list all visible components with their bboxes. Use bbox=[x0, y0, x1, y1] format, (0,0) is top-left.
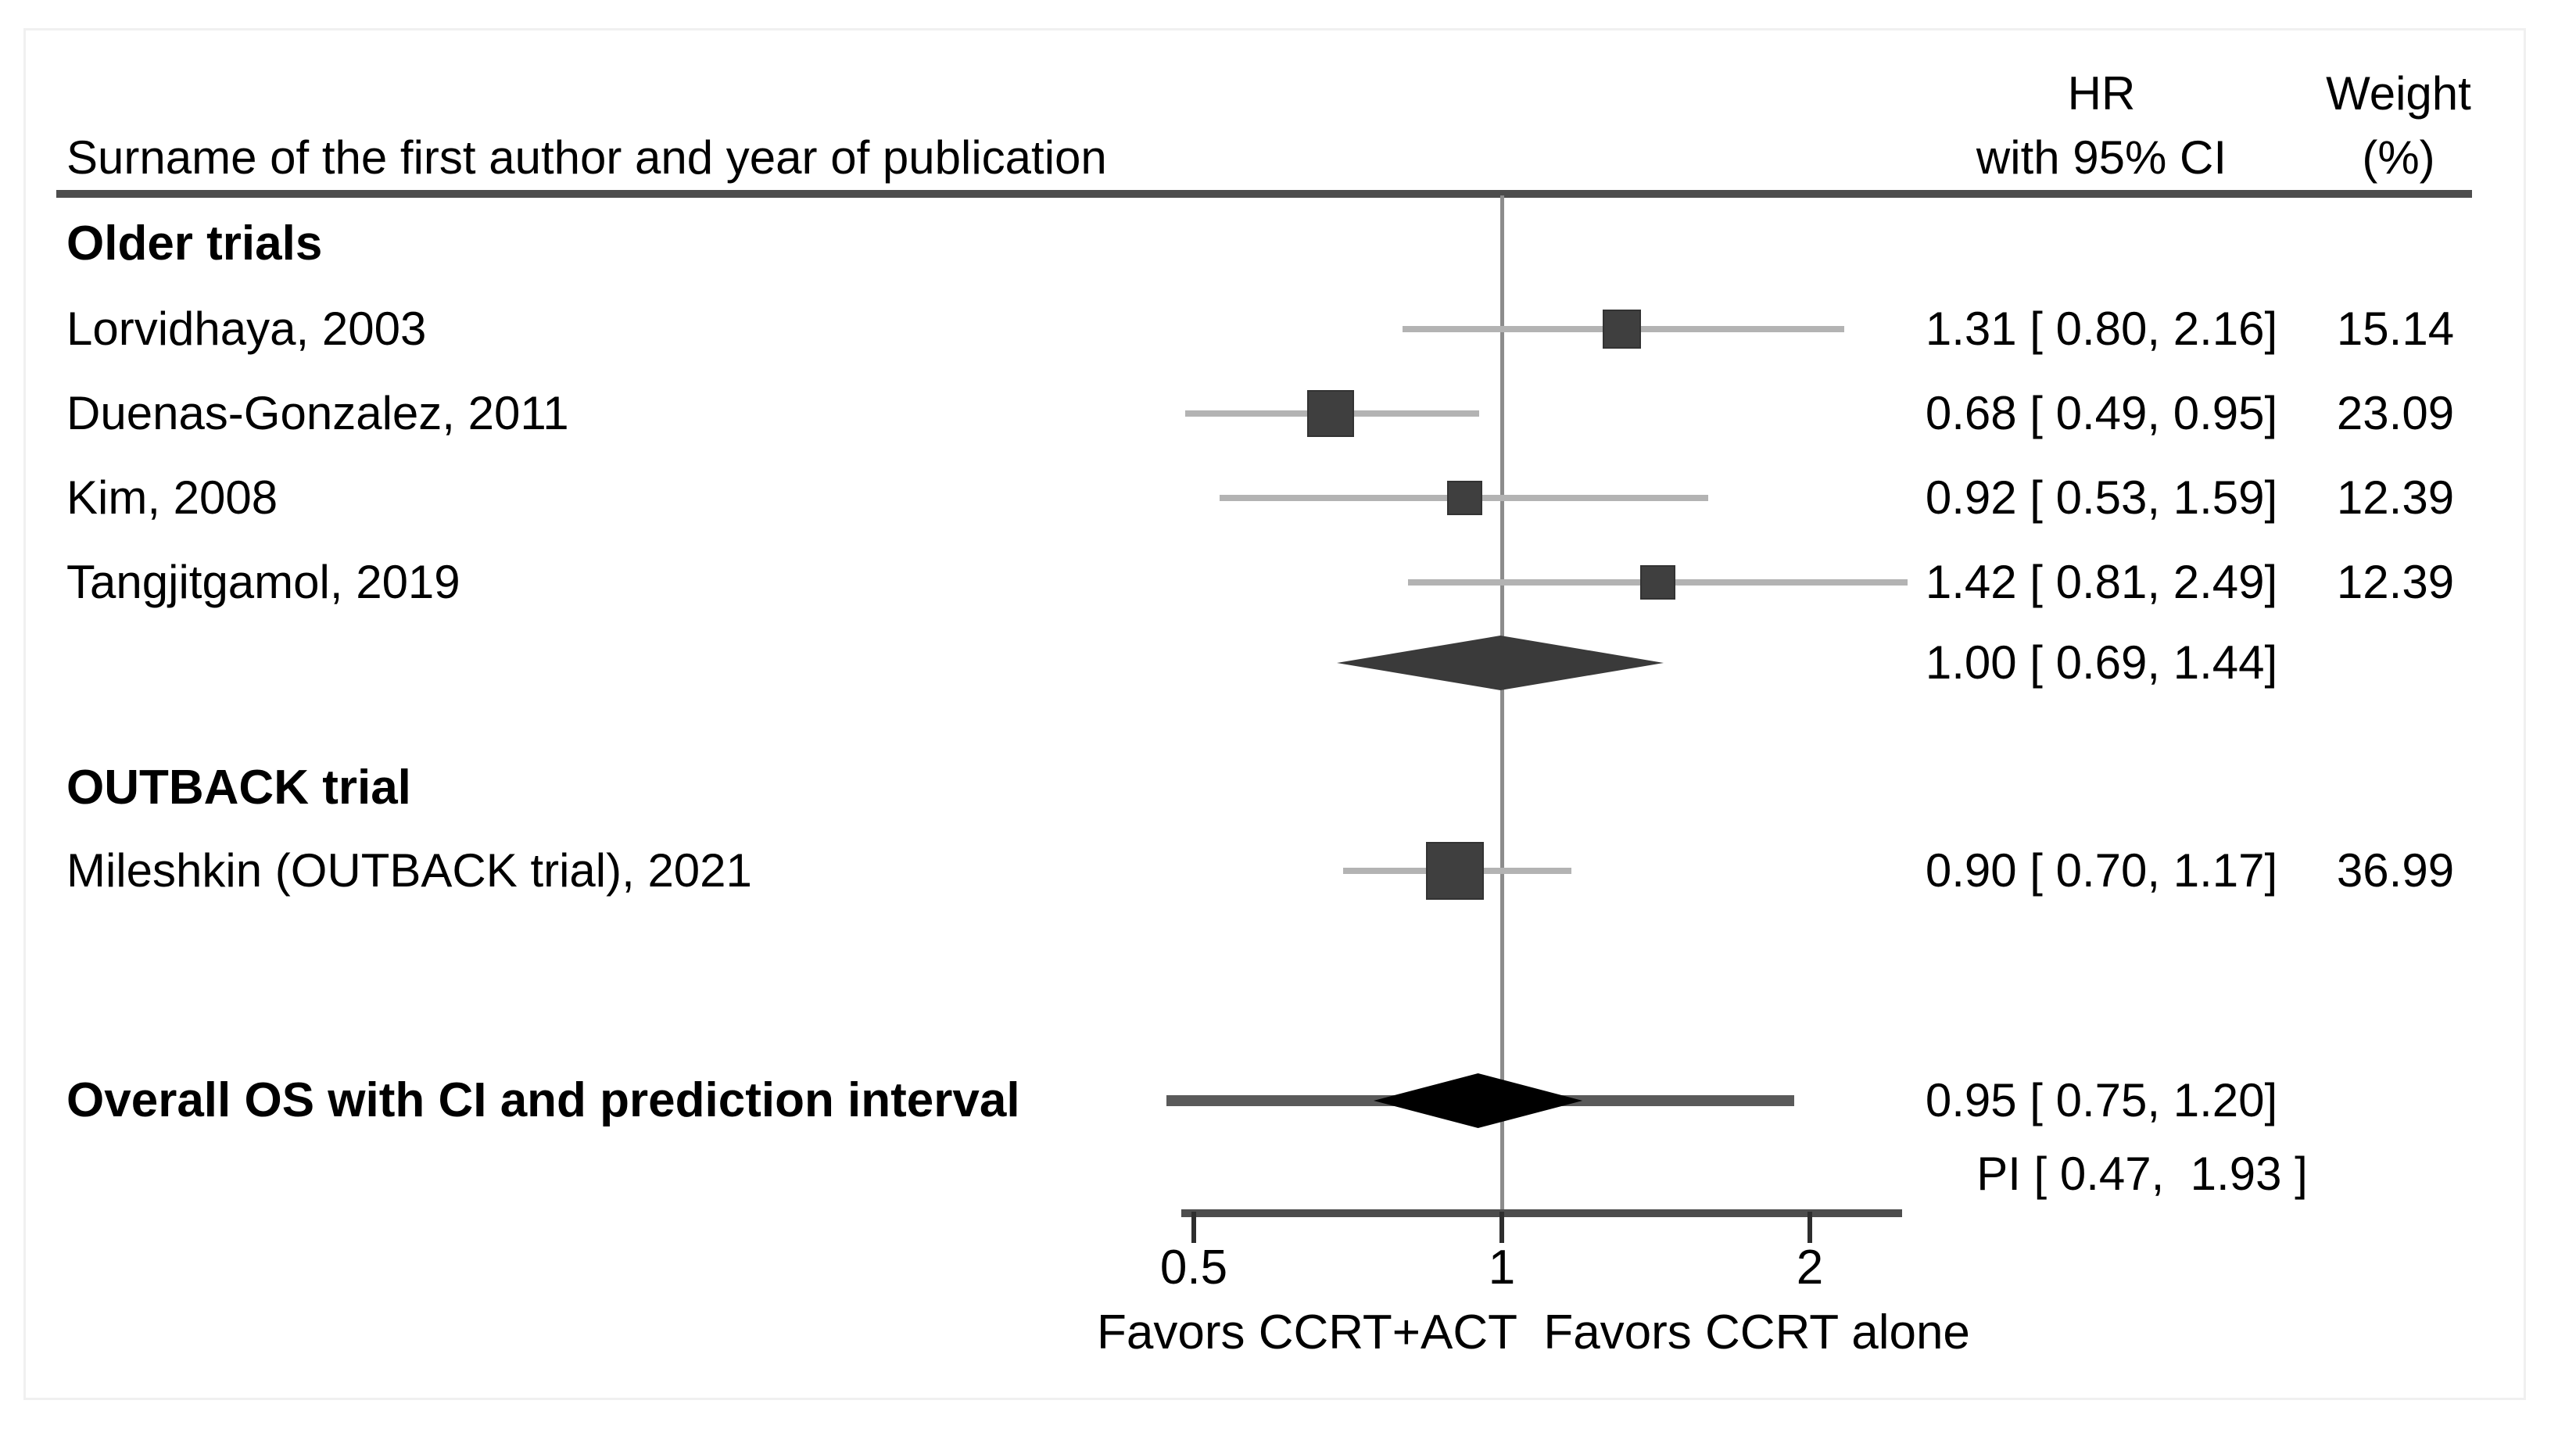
column-header-weight-line2: (%) bbox=[2362, 131, 2435, 184]
study-label: Duenas-Gonzalez, 2011 bbox=[66, 387, 569, 439]
x-axis-line bbox=[1181, 1209, 1902, 1217]
header-rule bbox=[56, 190, 2472, 198]
section-label: OUTBACK trial bbox=[66, 761, 411, 815]
weight-value: 12.39 bbox=[2336, 471, 2455, 524]
weight-value: 36.99 bbox=[2336, 844, 2455, 897]
favors-right-label: Favors CCRT alone bbox=[1543, 1305, 1970, 1359]
summary-label: Overall OS with CI and prediction interv… bbox=[66, 1073, 1020, 1127]
x-axis-tick bbox=[1807, 1212, 1812, 1243]
x-axis-tick bbox=[1499, 1212, 1504, 1243]
x-axis-tick-label: 0.5 bbox=[1159, 1241, 1228, 1295]
weight-value: 12.39 bbox=[2336, 556, 2455, 608]
hr-ci-value: 1.42 [ 0.81, 2.49] bbox=[1925, 556, 2278, 608]
x-axis-tick-label: 1 bbox=[1488, 1241, 1516, 1295]
favors-left-label: Favors CCRT+ACT bbox=[1096, 1305, 1517, 1359]
hr-marker-square bbox=[1641, 566, 1674, 599]
hr-marker-square bbox=[1449, 482, 1481, 514]
reference-line bbox=[1499, 195, 1504, 1213]
column-header-hr-line1: HR bbox=[2067, 67, 2136, 120]
hr-ci-value: 1.00 [ 0.69, 1.44] bbox=[1925, 636, 2278, 689]
study-label: Kim, 2008 bbox=[66, 471, 278, 524]
x-axis-tick bbox=[1191, 1212, 1196, 1243]
column-header-study: Surname of the first author and year of … bbox=[66, 131, 1107, 184]
pi-value: PI [ 0.47, 1.93 ] bbox=[1976, 1148, 2308, 1200]
overall-diamond bbox=[1374, 1073, 1583, 1128]
column-header-hr-line2: with 95% CI bbox=[1976, 131, 2227, 184]
column-header-weight-line1: Weight bbox=[2326, 67, 2471, 120]
hr-marker-square bbox=[1603, 311, 1640, 347]
study-label: Lorvidhaya, 2003 bbox=[66, 303, 427, 355]
weight-value: 15.14 bbox=[2336, 303, 2455, 355]
favors-gap bbox=[1517, 1305, 1543, 1359]
weight-value: 23.09 bbox=[2336, 387, 2455, 439]
x-axis-direction-label: Favors CCRT+ACT Favors CCRT alone bbox=[1043, 1260, 1970, 1406]
hr-ci-value: 1.31 [ 0.80, 2.16] bbox=[1925, 303, 2278, 355]
study-label: Tangjitgamol, 2019 bbox=[66, 556, 460, 608]
hr-ci-value: 0.68 [ 0.49, 0.95] bbox=[1925, 387, 2278, 439]
hr-ci-value: 0.90 [ 0.70, 1.17] bbox=[1925, 844, 2278, 897]
study-label: Mileshkin (OUTBACK trial), 2021 bbox=[66, 844, 752, 897]
hr-marker-square bbox=[1427, 843, 1483, 899]
section-label: Older trials bbox=[66, 217, 323, 270]
hr-ci-value: 0.95 [ 0.75, 1.20] bbox=[1925, 1074, 2278, 1126]
hr-marker-square bbox=[1308, 392, 1352, 435]
hr-ci-value: 0.92 [ 0.53, 1.59] bbox=[1925, 471, 2278, 524]
x-axis-tick-label: 2 bbox=[1796, 1241, 1824, 1295]
subgroup-diamond bbox=[1337, 636, 1664, 690]
